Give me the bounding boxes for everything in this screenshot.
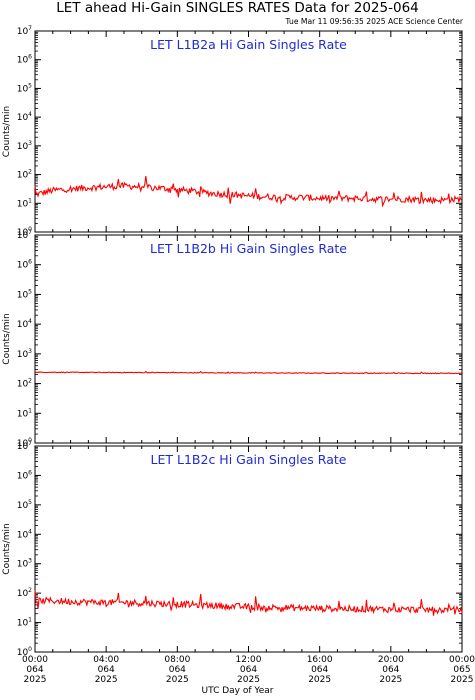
series-line-1: [34, 175, 463, 208]
chart-panel-2: 100 101 102 103 104 105 106 107 Counts/min LET L1…: [2, 229, 463, 449]
panel-title: LET L1B2c Hi Gain Singles Rate: [151, 452, 347, 467]
y-tick-label: 107: [17, 25, 32, 37]
y-tick-label: 102: [17, 378, 32, 390]
y-tick-label: 103: [17, 348, 32, 360]
y-axis-label: Counts/min: [2, 106, 12, 157]
x-tick-label: 2025: [166, 675, 189, 685]
y-tick-label: 101: [17, 617, 32, 629]
x-tick-label: 20:00: [378, 655, 404, 665]
y-tick-label: 107: [17, 440, 32, 452]
chart-title: LET ahead Hi-Gain SINGLES RATES Data for…: [56, 0, 419, 16]
y-tick-label: 101: [17, 407, 32, 419]
plot-frame: [34, 445, 463, 653]
y-axis-label: Counts/min: [2, 313, 12, 364]
panel-title: LET L1B2a Hi Gain Singles Rate: [150, 37, 347, 52]
plot-frame: [34, 30, 463, 233]
y-tick-label: 105: [17, 288, 32, 300]
x-tick-label: 2025: [95, 675, 118, 685]
y-tick-label: 103: [17, 558, 32, 570]
y-tick-label: 105: [17, 499, 32, 511]
x-tick-label: 2025: [451, 675, 474, 685]
x-tick-label: 064: [382, 665, 399, 675]
y-tick-label: 104: [17, 528, 32, 540]
x-tick-label: 2025: [379, 675, 402, 685]
y-tick-label: 103: [17, 140, 32, 152]
y-tick-label: 106: [17, 259, 32, 271]
y-tick-label: 100: [17, 226, 32, 238]
x-tick-label: 064: [169, 665, 186, 675]
x-tick-label: 04:00: [93, 655, 119, 665]
y-tick-label: 107: [17, 229, 32, 241]
x-tick-label: 12:00: [236, 655, 262, 665]
y-axis-label: Counts/min: [2, 523, 12, 574]
y-tick-label: 100: [17, 646, 32, 658]
y-tick-label: 104: [17, 318, 32, 330]
timestamp: Tue Mar 11 09:56:35 2025 ACE Science Cen…: [285, 17, 463, 26]
y-tick-label: 104: [17, 111, 32, 123]
y-tick-label: 102: [17, 587, 32, 599]
x-tick-label: 00:00: [22, 655, 48, 665]
y-tick-label: 105: [17, 82, 32, 94]
chart-panel-3: 100 101 102 103 104 105 106 107 Counts/min LET L1…: [2, 440, 463, 658]
x-axis-label: UTC Day of Year: [201, 686, 274, 696]
series-line-2: [34, 370, 463, 375]
x-tick-label: 064: [98, 665, 115, 675]
x-tick-label: 064: [311, 665, 328, 675]
x-tick-label: 2025: [24, 675, 47, 685]
x-tick-label: 2025: [237, 675, 260, 685]
y-tick-label: 106: [17, 54, 32, 66]
series-line-3: [34, 590, 463, 616]
x-tick-label: 16:00: [307, 655, 333, 665]
chart-panel-1: 100 101 102 103 104 105 106 107 Counts/min LET L1…: [2, 25, 463, 238]
plot-frame: [34, 234, 463, 444]
x-tick-label: 064: [240, 665, 257, 675]
x-tick-label: 00:00: [449, 655, 475, 665]
x-tick-label: 2025: [308, 675, 331, 685]
y-tick-label: 106: [17, 469, 32, 481]
x-tick-label: 064: [26, 665, 43, 675]
x-tick-label: 065: [453, 665, 470, 675]
x-tick-label: 08:00: [164, 655, 190, 665]
panel-title: LET L1B2b Hi Gain Singles Rate: [150, 241, 347, 256]
y-tick-label: 102: [17, 169, 32, 181]
y-tick-label: 101: [17, 197, 32, 209]
y-tick-label: 100: [17, 437, 32, 449]
